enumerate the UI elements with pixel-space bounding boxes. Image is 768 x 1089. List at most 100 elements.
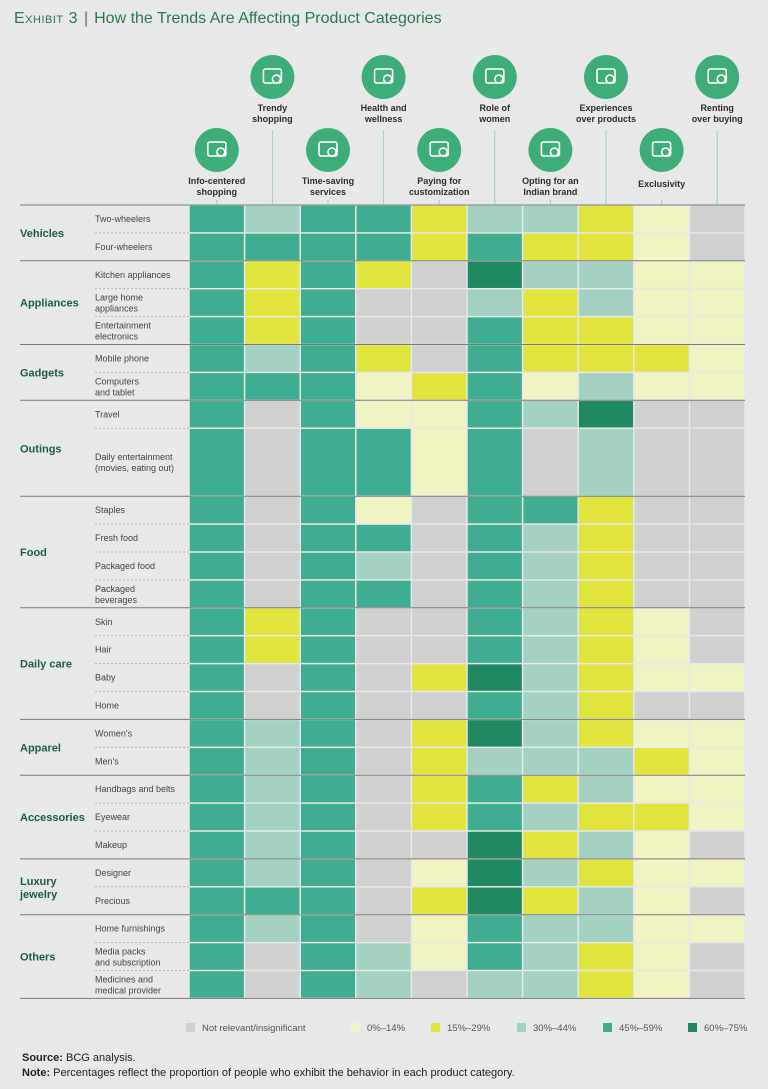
- footnote: Note: Percentages reflect the proportion…: [22, 1067, 515, 1079]
- heatmap-cell: [523, 233, 578, 261]
- heatmap-cell: [245, 524, 300, 552]
- row-label: Makeup: [95, 840, 127, 850]
- heatmap-cell: [412, 636, 467, 663]
- heatmap-cell: [634, 748, 689, 775]
- trend-label: women: [478, 114, 510, 124]
- row-label: Travel: [95, 409, 120, 419]
- heatmap-cell: [690, 748, 745, 775]
- heatmap-cell: [467, 428, 522, 496]
- heatmap-cell: [189, 775, 244, 803]
- heatmap-cell: [189, 552, 244, 580]
- heatmap-cell: [578, 345, 634, 372]
- heatmap-cell: [245, 775, 300, 803]
- heatmap-cell: [189, 636, 244, 663]
- heatmap-cell: [189, 859, 244, 887]
- heatmap-cell: [356, 859, 411, 887]
- heatmap-cell: [300, 552, 356, 580]
- heatmap-cell: [300, 289, 356, 316]
- heatmap-cell: [523, 720, 578, 747]
- heatmap-cell: [245, 496, 300, 524]
- heatmap-cell: [634, 580, 689, 608]
- heatmap-cell: [634, 915, 689, 942]
- row-label: Kitchen appliances: [95, 270, 171, 280]
- glyph-frame: [651, 141, 672, 157]
- heatmap-cell: [412, 401, 467, 428]
- heatmap-cell: [634, 887, 689, 914]
- heatmap-cell: [690, 887, 745, 914]
- heatmap-cell: [467, 233, 522, 261]
- legend-swatch: [688, 1023, 697, 1032]
- heatmap-cell: [356, 205, 411, 233]
- heatmap-cell: [523, 859, 578, 887]
- heatmap-cell: [356, 748, 411, 775]
- heatmap-cell: [300, 803, 356, 831]
- heatmap-cell: [467, 496, 522, 524]
- heatmap-cell: [412, 580, 467, 608]
- group-label: Outings: [20, 443, 62, 455]
- exhibit-title: Exhibit 3 | How the Trends Are Affecting P…: [14, 10, 442, 27]
- heatmap-cell: [523, 971, 578, 998]
- heatmap-cell: [189, 803, 244, 831]
- heatmap-cell: [189, 971, 244, 998]
- heatmap-cell: [634, 524, 689, 552]
- row-label: Fresh food: [95, 533, 138, 543]
- heatmap-cell: [189, 580, 244, 608]
- row-label: Men's: [95, 756, 119, 766]
- heatmap-cell: [467, 580, 522, 608]
- heatmap-cell: [467, 720, 522, 747]
- heatmap-cell: [245, 428, 300, 496]
- heatmap-cell: [300, 859, 356, 887]
- heatmap-cell: [467, 289, 522, 316]
- heatmap-cell: [690, 317, 745, 344]
- heatmap-cell: [245, 720, 300, 747]
- heatmap-cell: [690, 205, 745, 233]
- heatmap-cell: [467, 664, 522, 691]
- trend-label: Exclusivity: [638, 179, 685, 189]
- heatmap-cell: [356, 692, 411, 719]
- heatmap-cell: [412, 317, 467, 344]
- heatmap-cell: [245, 552, 300, 580]
- heatmap-cell: [412, 803, 467, 831]
- heatmap-cell: [467, 317, 522, 344]
- heatmap-cell: [690, 608, 745, 635]
- heatmap-cell: [578, 401, 634, 428]
- group-label: Vehicles: [20, 228, 64, 240]
- heatmap-cell: [300, 205, 356, 233]
- heatmap-cell: [356, 524, 411, 552]
- heatmap-cell: [578, 580, 634, 608]
- heatmap-cell: [356, 552, 411, 580]
- trend-label: shopping: [252, 114, 293, 124]
- heatmap-cell: [634, 289, 689, 316]
- trend-label: services: [310, 187, 346, 197]
- heatmap-cell: [245, 580, 300, 608]
- heatmap-cell: [300, 580, 356, 608]
- trend-label: Renting: [700, 103, 734, 113]
- heatmap-cell: [634, 373, 689, 400]
- heatmap-cell: [690, 692, 745, 719]
- row-label: Handbags and belts: [95, 784, 176, 794]
- heatmap-cell: [467, 887, 522, 914]
- row-label: electronics: [95, 332, 139, 342]
- heatmap-cell: [189, 915, 244, 942]
- heatmap-cell: [245, 261, 300, 288]
- heatmap-cell: [245, 859, 300, 887]
- heatmap-cell: [467, 971, 522, 998]
- row-label: Baby: [95, 673, 116, 683]
- heatmap-cell: [245, 971, 300, 998]
- trend-label: Opting for an: [522, 176, 579, 186]
- heatmap-cell: [300, 887, 356, 914]
- legend-label: 15%–29%: [447, 1023, 491, 1034]
- heatmap-cell: [189, 831, 244, 859]
- heatmap-cell: [523, 524, 578, 552]
- trend-label: shopping: [197, 187, 238, 197]
- row-label: Two-wheelers: [95, 214, 151, 224]
- heatmap-cell: [634, 971, 689, 998]
- heatmap-cell: [356, 887, 411, 914]
- heatmap-cell: [578, 859, 634, 887]
- heatmap-cell: [523, 915, 578, 942]
- legend-label: 30%–44%: [533, 1023, 577, 1034]
- heatmap-cell: [189, 664, 244, 691]
- heatmap-cell: [189, 720, 244, 747]
- heatmap-cell: [578, 205, 634, 233]
- head-gears-icon-glyph: [596, 68, 616, 84]
